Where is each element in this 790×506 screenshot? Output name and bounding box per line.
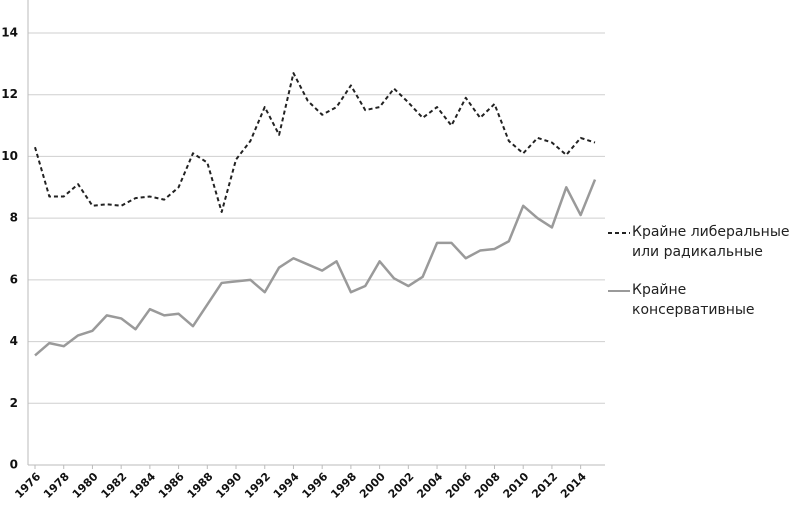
- x-tick-label: 1988: [185, 470, 216, 501]
- y-tick-label: 8: [10, 211, 18, 225]
- y-tick-label: 12: [1, 87, 18, 101]
- y-tick-label: 14: [1, 26, 18, 40]
- y-tick-label: 10: [1, 149, 18, 163]
- x-tick-label: 1994: [271, 470, 302, 501]
- legend-label: Крайне либеральные или радикальные: [632, 224, 790, 260]
- x-tick-label: 2010: [501, 470, 532, 501]
- x-tick-label: 1998: [328, 470, 359, 501]
- x-tick-label: 2012: [529, 470, 560, 501]
- x-tick-label: 1980: [70, 470, 101, 501]
- legend-label: Крайне консервативные: [632, 282, 755, 318]
- legend-swatch: [608, 232, 630, 234]
- y-tick-label: 2: [10, 396, 18, 410]
- x-tick-label: 2002: [386, 470, 417, 501]
- legend-swatch: [608, 290, 630, 292]
- x-tick-label: 2004: [414, 470, 445, 501]
- x-tick-label: 2000: [357, 470, 388, 501]
- y-tick-label: 0: [10, 458, 18, 472]
- x-tick-label: 1984: [127, 470, 158, 501]
- x-tick-label: 1976: [12, 470, 43, 501]
- x-tick-label: 1996: [300, 470, 331, 501]
- y-tick-label: 4: [10, 334, 18, 348]
- series-line: [34, 72, 596, 213]
- y-tick-label: 6: [10, 272, 18, 286]
- legend-item: Крайне либеральные или радикальные: [608, 222, 790, 262]
- x-tick-label: 1986: [156, 470, 187, 501]
- x-tick-label: 1992: [242, 470, 273, 501]
- x-tick-label: 1978: [41, 470, 72, 501]
- legend-item: Крайне консервативные: [608, 280, 768, 320]
- x-tick-label: 2008: [472, 470, 503, 501]
- x-tick-label: 2006: [443, 470, 474, 501]
- x-tick-label: 1990: [213, 470, 244, 501]
- series-line: [34, 179, 597, 357]
- x-tick-label: 1982: [99, 470, 130, 501]
- x-tick-label: 2014: [558, 470, 589, 501]
